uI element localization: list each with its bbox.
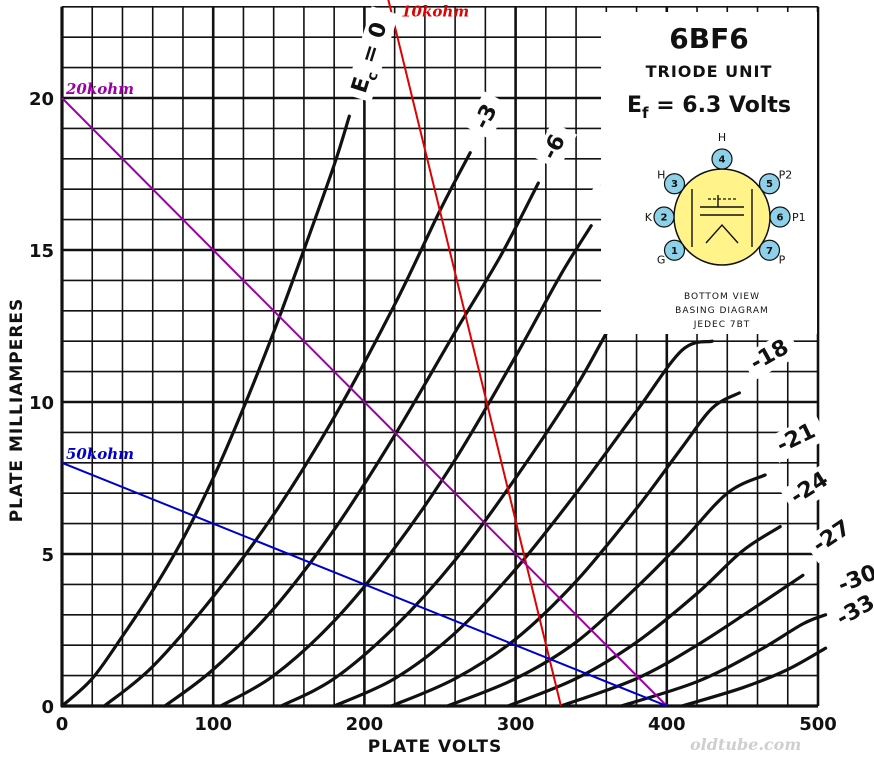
- pin-name: P: [779, 253, 786, 266]
- x-tick-label: 0: [56, 714, 69, 735]
- x-tick-label: 500: [799, 714, 837, 735]
- y-tick-label: 0: [41, 697, 54, 718]
- curve-label-bg: [344, 6, 399, 103]
- load-line-label: 50kohm: [66, 445, 134, 463]
- plate-curve: [619, 613, 828, 708]
- load-line: [61, 461, 668, 707]
- basing-caption: BASING DIAGRAM: [675, 306, 769, 316]
- y-tick-label: 20: [29, 89, 54, 110]
- pin-name: H: [718, 131, 726, 144]
- x-tick-label: 200: [346, 714, 384, 735]
- curve-label-group: Ec = 0: [344, 6, 399, 103]
- pin-1: [663, 239, 686, 261]
- pin-7: [758, 239, 781, 261]
- x-tick-label: 300: [497, 714, 535, 735]
- load-line: [387, 0, 562, 707]
- plate-curve: [163, 181, 540, 708]
- curve-label-bg: [826, 585, 874, 637]
- y-axis-label: PLATE MILLIAMPERES: [7, 298, 27, 523]
- x-tick-label: 100: [194, 714, 232, 735]
- pin-2: [653, 206, 675, 228]
- pin-number: 4: [719, 155, 726, 166]
- watermark: oldtube.com: [690, 735, 801, 754]
- pin-number: 6: [777, 213, 784, 224]
- y-tick-label: 15: [29, 241, 54, 262]
- tube-unit: TRIODE UNIT: [646, 62, 773, 81]
- curve-label: Ec = 0: [347, 19, 396, 97]
- y-tick-label: 5: [41, 545, 54, 566]
- curve-label-group: -24: [780, 461, 841, 515]
- pin-number: 3: [671, 179, 678, 190]
- plate-curve: [219, 224, 593, 708]
- pin-name: G: [657, 253, 666, 266]
- heater-voltage: Ef = 6.3 Volts: [627, 93, 791, 122]
- pin-name: K: [645, 211, 653, 224]
- pin-number: 5: [766, 179, 773, 190]
- plate-curve: [60, 114, 351, 708]
- pin-name: H: [657, 169, 665, 182]
- load-line: [61, 97, 668, 707]
- y-tick-label: 10: [29, 393, 54, 414]
- curve-label-group: -21: [766, 414, 828, 463]
- x-tick-label: 400: [648, 714, 686, 735]
- pin-number: 2: [661, 213, 668, 224]
- load-lines: 10kohm 20kohm 50kohm: [61, 0, 668, 707]
- curve-label-group: -18: [740, 330, 802, 381]
- curve-label-bg: [740, 330, 802, 381]
- pin-name: P2: [779, 169, 793, 182]
- plate-curve: [279, 269, 657, 708]
- curve-label-bg: [465, 91, 510, 140]
- load-line-label: 10kohm: [401, 3, 469, 21]
- plate-curves: [60, 114, 828, 708]
- pin-number: 7: [766, 246, 773, 257]
- pin-number: 1: [671, 246, 678, 257]
- basing-caption: BOTTOM VIEW: [684, 292, 760, 302]
- pin-3: [663, 173, 686, 195]
- plate-curve: [680, 646, 828, 708]
- plate-curve: [332, 339, 714, 708]
- plate-curve: [559, 573, 805, 708]
- pin-4: [711, 148, 733, 170]
- plate-curve: [446, 473, 767, 708]
- curve-label-bg: [766, 414, 828, 463]
- plate-curve: [390, 391, 741, 708]
- curve-label-bg: [780, 461, 841, 515]
- load-line-label: 20kohm: [65, 80, 134, 98]
- electrode-sketch: [691, 189, 753, 247]
- basing-caption: JEDEC 7BT: [693, 320, 751, 330]
- plate-curve: [102, 151, 472, 708]
- pin-name: P1: [792, 211, 806, 224]
- curve-label-bg: [533, 121, 578, 171]
- pin-5: [758, 173, 781, 195]
- pin-6: [769, 206, 791, 228]
- plate-curve: [506, 525, 782, 708]
- curve-label-bg: [802, 509, 864, 564]
- tube-name: 6BF6: [669, 22, 748, 55]
- tube-envelope: [673, 168, 771, 266]
- x-axis-label: PLATE VOLTS: [368, 737, 502, 757]
